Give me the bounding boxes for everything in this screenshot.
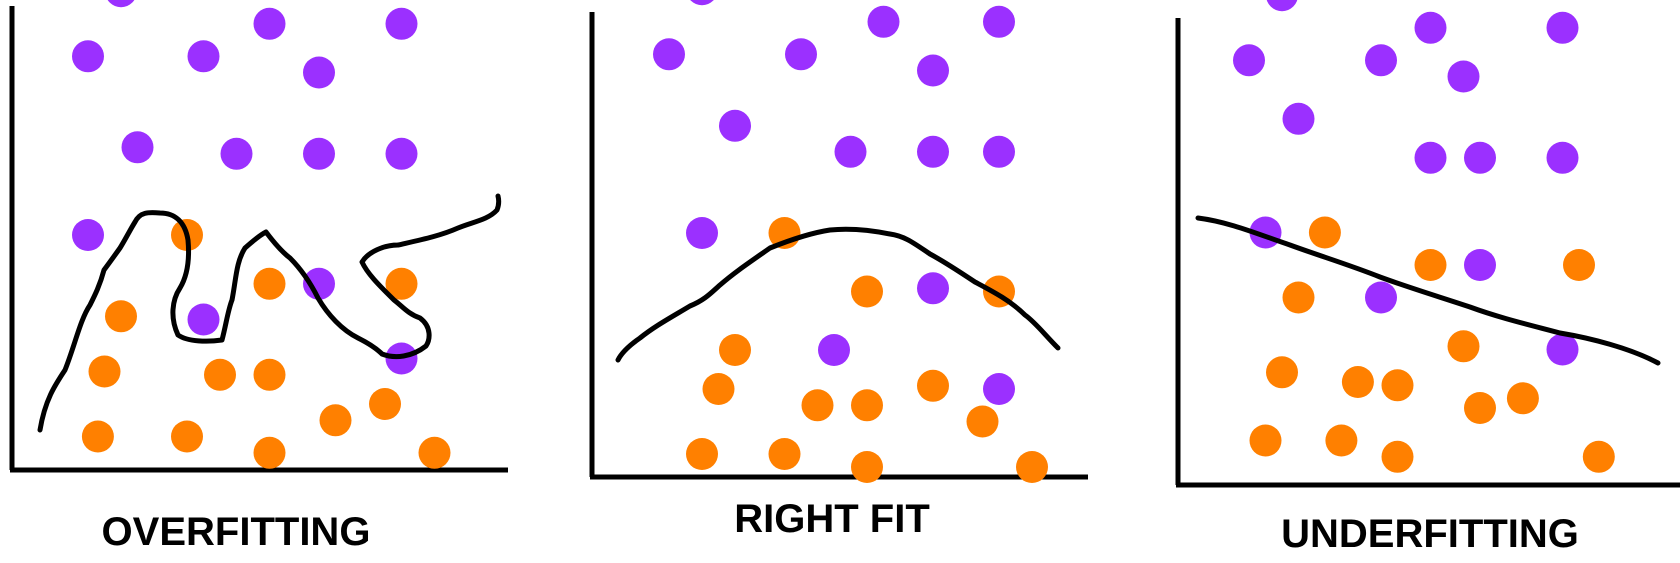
data-point-purple <box>719 110 751 142</box>
data-point-orange <box>917 370 949 402</box>
data-point-orange <box>1342 366 1374 398</box>
data-point-purple <box>785 38 817 70</box>
data-point-purple <box>983 373 1015 405</box>
data-point-orange <box>802 389 834 421</box>
data-point-purple <box>983 6 1015 38</box>
data-point-orange <box>1583 441 1615 473</box>
data-point-purple <box>386 8 418 40</box>
data-point-orange <box>254 268 286 300</box>
data-point-orange <box>851 451 883 483</box>
data-point-purple <box>221 138 253 170</box>
data-point-purple <box>1415 142 1447 174</box>
caption-right-fit: RIGHT FIT <box>632 495 1032 543</box>
data-point-orange <box>1266 356 1298 388</box>
data-point-orange <box>1507 382 1539 414</box>
data-point-purple <box>1547 142 1579 174</box>
data-point-purple <box>818 334 850 366</box>
data-point-purple <box>188 40 220 72</box>
data-point-purple <box>1266 0 1298 11</box>
data-point-orange <box>686 438 718 470</box>
data-point-orange <box>254 359 286 391</box>
data-point-purple <box>1547 12 1579 44</box>
panel-overfit <box>10 0 508 470</box>
data-point-orange <box>851 389 883 421</box>
data-point-orange <box>1382 369 1414 401</box>
data-point-orange <box>1382 441 1414 473</box>
data-point-orange <box>719 334 751 366</box>
data-point-orange <box>369 388 401 420</box>
data-point-purple <box>1283 103 1315 135</box>
data-point-orange <box>1016 451 1048 483</box>
data-point-purple <box>653 38 685 70</box>
data-point-purple <box>386 138 418 170</box>
data-point-purple <box>1464 142 1496 174</box>
data-point-purple <box>1233 44 1265 76</box>
data-point-purple <box>1547 334 1579 366</box>
data-point-purple <box>983 136 1015 168</box>
data-point-orange <box>254 437 286 469</box>
data-point-purple <box>72 40 104 72</box>
data-point-orange <box>1464 392 1496 424</box>
data-point-orange <box>967 406 999 438</box>
data-point-orange <box>1563 249 1595 281</box>
data-point-purple <box>686 217 718 249</box>
caption-underfitting: UNDERFITTING <box>1230 510 1630 558</box>
data-point-purple <box>686 0 718 5</box>
data-point-orange <box>1283 282 1315 314</box>
data-point-orange <box>89 356 121 388</box>
data-point-orange <box>1309 217 1341 249</box>
data-point-purple <box>188 304 220 336</box>
data-point-purple <box>1365 282 1397 314</box>
data-point-purple <box>917 55 949 87</box>
data-point-purple <box>72 219 104 251</box>
data-point-orange <box>1325 425 1357 457</box>
caption-overfitting: OVERFITTING <box>36 508 436 556</box>
panel-under <box>1176 0 1680 485</box>
data-point-orange <box>171 421 203 453</box>
data-point-orange <box>703 373 735 405</box>
data-point-orange <box>419 437 451 469</box>
data-point-purple <box>303 138 335 170</box>
data-point-purple <box>254 8 286 40</box>
data-point-purple <box>1415 12 1447 44</box>
data-point-purple <box>868 6 900 38</box>
data-point-purple <box>835 136 867 168</box>
data-point-purple <box>105 0 137 7</box>
data-point-purple <box>1365 44 1397 76</box>
data-point-purple <box>917 136 949 168</box>
data-point-orange <box>320 404 352 436</box>
data-point-purple <box>1464 249 1496 281</box>
data-point-orange <box>851 276 883 308</box>
data-point-orange <box>1250 425 1282 457</box>
data-point-purple <box>917 272 949 304</box>
data-point-purple <box>122 131 154 163</box>
data-point-purple <box>303 57 335 89</box>
panel-right <box>590 0 1088 483</box>
data-point-orange <box>769 438 801 470</box>
data-point-orange <box>1415 249 1447 281</box>
data-point-orange <box>204 359 236 391</box>
data-point-purple <box>1448 61 1480 93</box>
data-point-orange <box>1448 330 1480 362</box>
data-point-orange <box>82 421 114 453</box>
data-point-orange <box>105 300 137 332</box>
